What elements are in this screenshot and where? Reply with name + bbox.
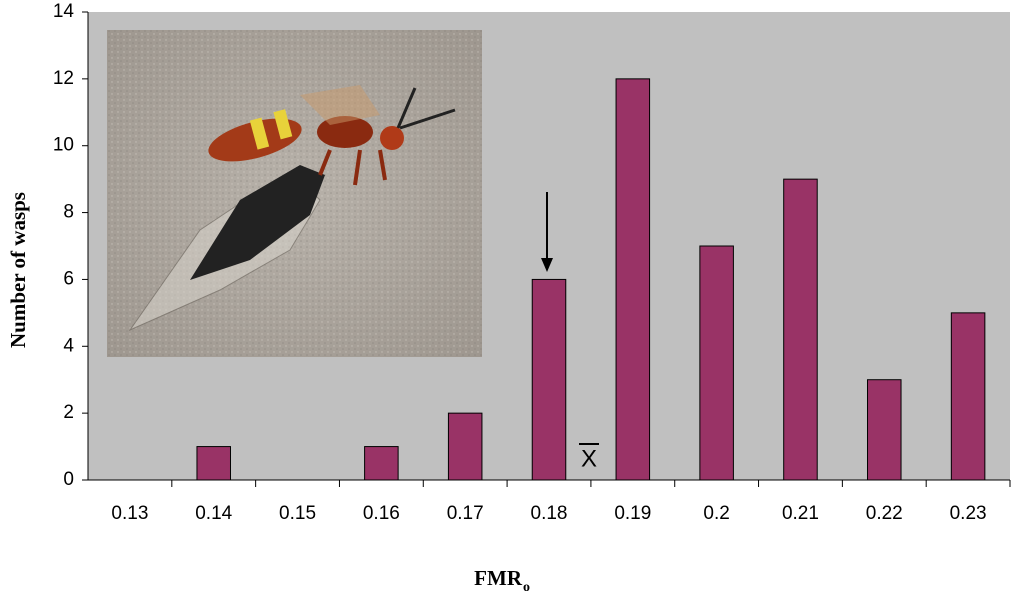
x-tick-label: 0.13 [111,503,148,524]
bar [783,178,818,481]
inset-photo [107,30,482,357]
y-tick-label: 10 [53,135,74,156]
x-tick-label: 0.21 [782,503,819,524]
bar [531,278,567,481]
y-tick-label: 14 [53,1,75,22]
bar [950,312,986,481]
bar [196,446,231,481]
bar [615,78,651,481]
x-tick-label: 0.16 [363,503,400,524]
x-tick-label: 0.14 [195,503,232,524]
x-tick-label: 0.15 [279,503,316,524]
x-axis-title: FMR [474,566,523,590]
y-tick-label: 0 [63,469,74,490]
y-tick-label: 4 [63,335,74,356]
y-tick-label: 8 [63,202,74,223]
y-tick-label: 6 [63,268,74,289]
bar [699,245,734,481]
y-axis-title: Number of wasps [6,192,30,348]
bar [867,379,902,481]
bar [364,446,399,481]
x-tick-label: 0.22 [866,503,903,524]
bar [447,412,483,481]
y-tick-label: 2 [63,402,74,423]
x-tick-label: 0.23 [950,503,987,524]
x-tick-label: 0.18 [531,503,568,524]
x-tick-label: 0.2 [703,503,729,524]
x-axis-title-subscript: o [523,580,530,595]
x-tick-label: 0.17 [447,503,484,524]
y-tick-label: 12 [53,68,74,89]
mean-label: X [581,445,597,472]
arrow [541,192,553,272]
x-tick-label: 0.19 [614,503,651,524]
